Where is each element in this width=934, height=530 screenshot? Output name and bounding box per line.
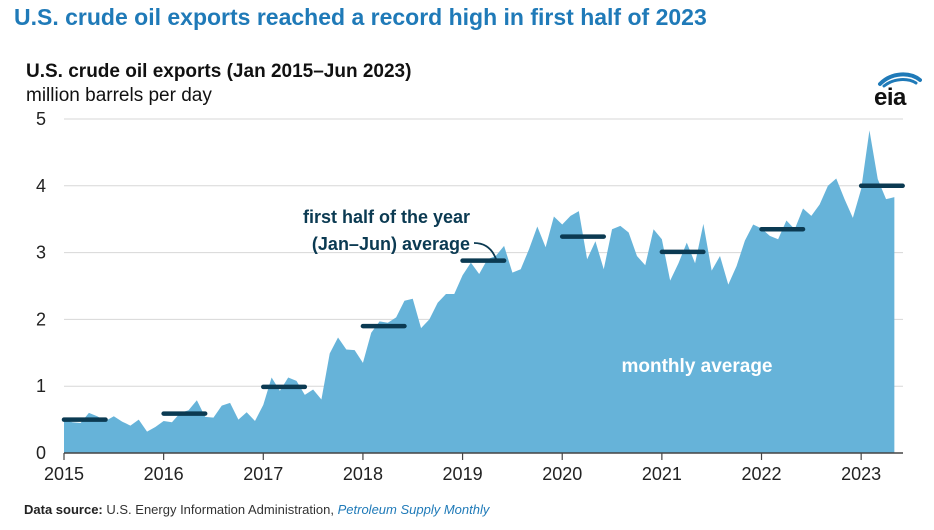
x-tick-label: 2016	[144, 464, 184, 484]
x-tick-label: 2022	[741, 464, 781, 484]
monthly-average-label: monthly average	[622, 356, 773, 377]
x-tick-label: 2017	[243, 464, 283, 484]
y-tick-label: 1	[36, 376, 46, 396]
x-tick-label: 2019	[443, 464, 483, 484]
y-tick-label: 0	[36, 443, 46, 463]
data-source: Data source: U.S. Energy Information Adm…	[24, 502, 489, 517]
y-axis-units: million barrels per day	[26, 85, 212, 106]
eia-logo-icon	[878, 72, 922, 88]
source-label: Data source:	[24, 502, 103, 517]
source-publisher: U.S. Energy Information Administration,	[106, 502, 334, 517]
average-annotation-line1: first half of the year	[303, 207, 470, 227]
y-tick-label: 5	[36, 109, 46, 129]
x-tick-label: 2023	[841, 464, 881, 484]
x-tick-label: 2015	[44, 464, 84, 484]
headline: U.S. crude oil exports reached a record …	[14, 4, 707, 30]
source-publication[interactable]: Petroleum Supply Monthly	[337, 502, 490, 517]
average-annotation-leader	[473, 242, 497, 260]
average-annotation-line2: (Jan–Jun) average	[312, 234, 470, 254]
x-tick-label: 2021	[642, 464, 682, 484]
y-tick-label: 2	[36, 309, 46, 329]
x-tick-labels: 2015 2016 2017 2018 2019 2020 2021 2022 2023	[44, 453, 881, 484]
monthly-average-area	[64, 130, 895, 454]
y-tick-label: 3	[36, 243, 46, 263]
y-tick-label: 4	[36, 176, 46, 196]
x-tick-label: 2018	[343, 464, 383, 484]
x-tick-label: 2020	[542, 464, 582, 484]
chart-title: U.S. crude oil exports (Jan 2015–Jun 202…	[26, 61, 412, 82]
half-year-averages	[61, 183, 905, 422]
y-tick-labels: 0 1 2 3 4 5	[36, 109, 46, 463]
eia-logo-text: eia	[874, 84, 906, 111]
